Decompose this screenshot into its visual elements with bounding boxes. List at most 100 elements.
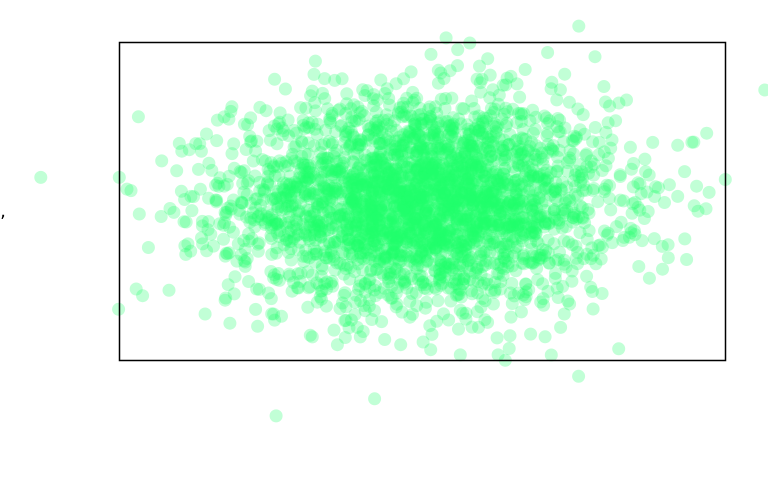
scatter-point	[413, 227, 427, 241]
scatter-point	[522, 172, 536, 186]
scatter-point	[569, 130, 583, 144]
scatter-point	[318, 181, 331, 195]
scatter-point	[462, 177, 476, 191]
scatter-point	[353, 158, 367, 172]
scatter-point	[557, 202, 571, 216]
scatter-point	[374, 202, 388, 216]
scatter-point	[373, 159, 387, 172]
scatter-point	[490, 331, 504, 345]
scatter-point	[528, 194, 542, 208]
scatter-point	[350, 165, 364, 179]
scatter-point	[352, 216, 366, 230]
scatter-point	[420, 193, 434, 207]
scatter-point	[265, 232, 278, 245]
scatter-point	[467, 204, 481, 218]
scatter-point	[323, 237, 337, 250]
scatter-point	[385, 246, 399, 260]
scatter-point	[361, 128, 375, 142]
scatter-point	[419, 255, 433, 269]
scatter-point	[489, 124, 503, 138]
scatter-point	[437, 146, 451, 160]
scatter-point	[295, 149, 309, 163]
scatter-point	[318, 224, 332, 238]
scatter-point	[425, 246, 439, 260]
scatter-point	[444, 171, 458, 185]
scatter-point	[367, 168, 381, 182]
scatter-point	[488, 236, 502, 250]
scatter-point	[452, 112, 466, 126]
scatter-point	[357, 109, 371, 123]
scatter-point	[336, 245, 350, 259]
scatter-point	[573, 158, 587, 172]
scatter-point	[397, 171, 411, 185]
scatter-point	[351, 203, 365, 216]
scatter-point	[633, 203, 647, 217]
scatter-point	[550, 120, 564, 134]
scatter-point	[324, 244, 338, 258]
scatter-point	[279, 202, 292, 216]
scatter-point	[218, 206, 232, 219]
scatter-point	[284, 242, 298, 256]
scatter-point	[330, 211, 344, 225]
scatter-point	[365, 166, 379, 180]
scatter-point	[473, 121, 487, 134]
scatter-point	[469, 208, 483, 222]
scatter-point	[388, 140, 402, 153]
scatter-point	[272, 169, 286, 182]
scatter-point	[445, 199, 459, 213]
scatter-point	[584, 280, 598, 294]
scatter-point	[433, 224, 447, 238]
scatter-point	[359, 219, 373, 233]
scatter-point	[502, 256, 516, 270]
scatter-point	[508, 246, 521, 260]
scatter-point	[445, 221, 459, 235]
scatter-point	[404, 65, 418, 79]
scatter-point	[323, 114, 337, 127]
scatter-point	[388, 214, 402, 228]
scatter-point	[526, 256, 539, 270]
scatter-point	[484, 224, 498, 238]
scatter-point	[450, 229, 464, 243]
scatter-point	[464, 164, 478, 178]
scatter-point	[313, 290, 327, 304]
scatter-point	[370, 236, 384, 250]
scatter-point	[536, 243, 550, 256]
scatter-point	[699, 202, 713, 216]
scatter-point	[521, 173, 535, 187]
scatter-point	[511, 142, 525, 156]
scatter-point	[477, 191, 491, 205]
scatter-point	[402, 128, 416, 142]
scatter-point	[381, 182, 395, 196]
scatter-point	[604, 141, 618, 155]
scatter-point	[373, 214, 386, 228]
scatter-point	[422, 180, 436, 194]
scatter-point	[526, 126, 540, 140]
scatter-point	[421, 141, 435, 155]
scatter-point	[475, 279, 489, 293]
scatter-point	[354, 193, 368, 207]
scatter-point	[384, 166, 398, 180]
scatter-point	[541, 171, 555, 185]
scatter-point	[187, 190, 200, 204]
scatter-point	[444, 294, 458, 308]
scatter-point	[507, 188, 521, 202]
scatter-point	[509, 186, 523, 200]
scatter-point	[349, 187, 363, 201]
scatter-point	[493, 207, 507, 221]
scatter-point	[552, 143, 566, 157]
scatter-point	[460, 260, 474, 274]
scatter-point	[359, 134, 373, 148]
scatter-point	[490, 201, 504, 215]
scatter-point	[457, 272, 471, 286]
scatter-point	[368, 234, 381, 248]
scatter-point	[474, 247, 488, 261]
scatter-point	[454, 235, 467, 248]
scatter-point	[507, 179, 521, 193]
scatter-point	[580, 160, 594, 173]
scatter-point	[416, 335, 430, 349]
scatter-point	[460, 157, 474, 170]
scatter-point	[527, 255, 541, 269]
scatter-point	[342, 172, 356, 186]
scatter-point	[497, 107, 511, 121]
